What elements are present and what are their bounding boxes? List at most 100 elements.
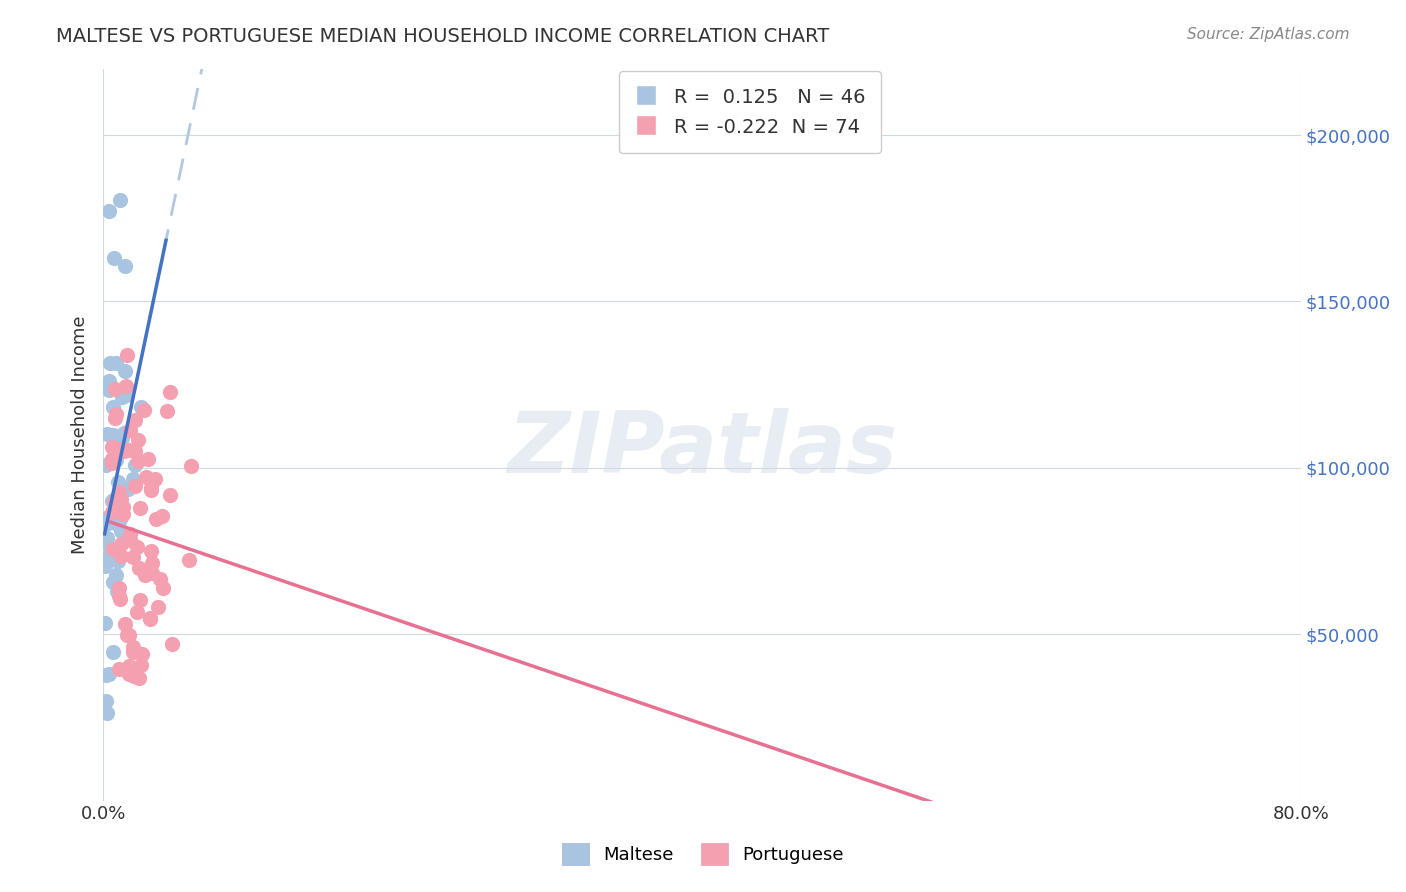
Point	[112, 500, 135, 514]
Point	[122, 472, 145, 486]
Point	[105, 568, 128, 582]
Point	[103, 507, 125, 521]
Point	[112, 507, 135, 521]
Point	[117, 628, 139, 642]
Point	[96, 531, 118, 545]
Legend: Maltese, Portuguese: Maltese, Portuguese	[553, 834, 853, 874]
Point	[101, 575, 124, 590]
Point	[141, 481, 163, 495]
Point	[114, 260, 136, 274]
Point	[98, 356, 121, 370]
Point	[117, 482, 139, 496]
Point	[111, 431, 134, 445]
Point	[127, 453, 149, 467]
Point	[131, 400, 153, 414]
Point	[101, 542, 124, 557]
Text: ZIPatlas: ZIPatlas	[508, 408, 897, 491]
Point	[97, 383, 120, 397]
Point	[115, 348, 138, 362]
Point	[94, 458, 117, 472]
Point	[177, 553, 200, 567]
Point	[159, 488, 181, 502]
Point	[111, 390, 134, 404]
Point	[94, 536, 117, 550]
Point	[149, 572, 172, 586]
Point	[114, 364, 136, 378]
Point	[128, 561, 150, 575]
Point	[107, 491, 129, 505]
Point	[120, 533, 142, 547]
Point	[139, 612, 162, 626]
Point	[136, 452, 159, 467]
Point	[114, 617, 136, 632]
Point	[145, 511, 167, 525]
Point	[118, 526, 141, 541]
Point	[100, 493, 122, 508]
Point	[108, 589, 131, 603]
Point	[107, 475, 129, 490]
Point	[128, 593, 150, 607]
Point	[114, 379, 136, 393]
Point	[107, 662, 129, 676]
Point	[108, 592, 131, 607]
Point	[96, 551, 118, 566]
Point	[93, 558, 115, 573]
Point	[121, 549, 143, 564]
Point	[135, 469, 157, 483]
Point	[105, 584, 128, 599]
Point	[108, 512, 131, 526]
Point	[100, 546, 122, 560]
Point	[124, 458, 146, 472]
Point	[96, 427, 118, 442]
Point	[98, 374, 121, 388]
Point	[112, 425, 135, 440]
Point	[100, 440, 122, 454]
Point	[104, 382, 127, 396]
Point	[110, 491, 132, 506]
Point	[110, 549, 132, 563]
Point	[108, 582, 131, 596]
Point	[129, 500, 152, 515]
Point	[107, 442, 129, 456]
Point	[98, 667, 121, 681]
Point	[180, 458, 202, 473]
Point	[150, 509, 173, 524]
Point	[108, 193, 131, 207]
Y-axis label: Median Household Income: Median Household Income	[72, 315, 89, 554]
Point	[104, 410, 127, 425]
Point	[124, 413, 146, 427]
Point	[101, 451, 124, 466]
Text: Source: ZipAtlas.com: Source: ZipAtlas.com	[1187, 27, 1350, 42]
Point	[110, 536, 132, 550]
Point	[122, 668, 145, 682]
Point	[103, 251, 125, 265]
Point	[118, 658, 141, 673]
Point	[127, 540, 149, 554]
Point	[103, 400, 125, 414]
Point	[159, 385, 181, 400]
Point	[105, 542, 128, 557]
Point	[108, 485, 131, 500]
Point	[127, 433, 149, 447]
Point	[124, 443, 146, 458]
Point	[103, 428, 125, 442]
Point	[107, 554, 129, 568]
Point	[139, 611, 162, 625]
Point	[131, 647, 153, 661]
Point	[118, 628, 141, 642]
Point	[97, 516, 120, 530]
Point	[121, 640, 143, 654]
Point	[152, 581, 174, 595]
Point	[94, 694, 117, 708]
Point	[104, 491, 127, 506]
Point	[117, 442, 139, 457]
Point	[143, 472, 166, 486]
Point	[139, 483, 162, 497]
Point	[125, 605, 148, 619]
Point	[103, 495, 125, 509]
Point	[104, 453, 127, 467]
Point	[132, 403, 155, 417]
Point	[124, 479, 146, 493]
Point	[129, 657, 152, 672]
Point	[112, 444, 135, 458]
